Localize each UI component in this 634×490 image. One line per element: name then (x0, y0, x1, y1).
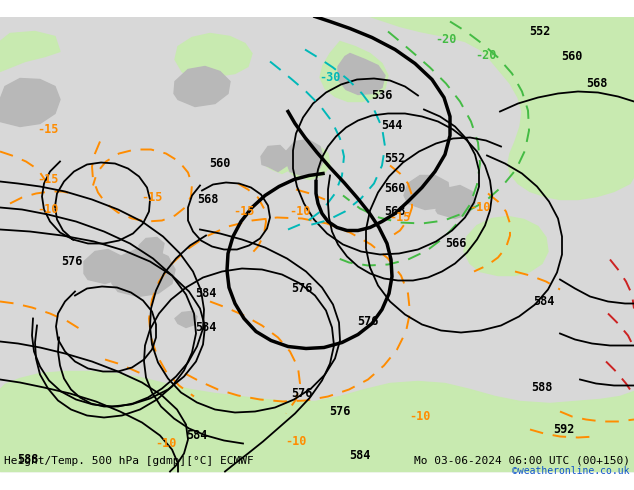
Text: 584: 584 (195, 321, 217, 334)
Polygon shape (175, 312, 197, 327)
Text: 576: 576 (291, 387, 313, 400)
Text: -15: -15 (141, 191, 163, 204)
Polygon shape (470, 17, 634, 83)
Polygon shape (267, 150, 292, 173)
Text: -10: -10 (155, 437, 177, 450)
Text: 576: 576 (358, 315, 378, 328)
Polygon shape (139, 238, 164, 258)
Text: 568: 568 (586, 77, 607, 90)
Text: 552: 552 (529, 25, 551, 38)
Polygon shape (110, 249, 175, 296)
Polygon shape (84, 249, 124, 284)
Text: 568: 568 (197, 193, 219, 206)
Text: 588: 588 (531, 381, 553, 394)
Text: -10: -10 (289, 205, 311, 218)
Polygon shape (0, 371, 634, 471)
Polygon shape (404, 175, 450, 210)
Text: -10: -10 (285, 435, 307, 448)
Text: 560: 560 (561, 50, 583, 63)
Polygon shape (0, 78, 60, 126)
Text: 584: 584 (533, 295, 555, 308)
Polygon shape (338, 53, 385, 95)
Polygon shape (464, 217, 548, 275)
Polygon shape (287, 144, 330, 179)
Text: 566: 566 (445, 237, 467, 250)
Text: -15: -15 (37, 173, 59, 186)
Text: 592: 592 (553, 423, 574, 436)
Text: -15: -15 (37, 123, 59, 136)
Text: -10: -10 (410, 410, 430, 423)
Text: -20: -20 (436, 33, 456, 46)
Text: Height/Temp. 500 hPa [gdmp][°C] ECMWF: Height/Temp. 500 hPa [gdmp][°C] ECMWF (4, 456, 254, 466)
Polygon shape (261, 146, 288, 172)
Text: 568: 568 (384, 205, 406, 218)
Polygon shape (175, 33, 252, 81)
Text: -15: -15 (233, 205, 255, 218)
Text: 560: 560 (384, 182, 406, 195)
Text: ©weatheronline.co.uk: ©weatheronline.co.uk (512, 466, 630, 476)
Text: 588: 588 (17, 453, 39, 466)
Text: 576: 576 (291, 282, 313, 295)
Text: 584: 584 (186, 429, 208, 442)
Polygon shape (320, 42, 388, 101)
Text: -20: -20 (476, 49, 496, 62)
Polygon shape (0, 31, 60, 72)
Text: -10: -10 (37, 203, 59, 216)
Text: 576: 576 (61, 255, 82, 268)
Polygon shape (370, 17, 634, 199)
Text: 544: 544 (381, 119, 403, 132)
Text: Mo 03-06-2024 06:00 UTC (00+150): Mo 03-06-2024 06:00 UTC (00+150) (414, 456, 630, 466)
Polygon shape (436, 186, 475, 219)
Text: 536: 536 (372, 89, 392, 102)
Text: -10: -10 (469, 201, 491, 214)
Text: 584: 584 (349, 449, 371, 462)
Polygon shape (174, 67, 230, 106)
Polygon shape (286, 140, 324, 176)
Text: -15: -15 (389, 211, 411, 224)
Text: 584: 584 (195, 287, 217, 300)
Text: 552: 552 (384, 152, 406, 165)
Text: -30: -30 (320, 71, 340, 84)
Text: 576: 576 (329, 405, 351, 418)
Text: 560: 560 (209, 157, 231, 170)
